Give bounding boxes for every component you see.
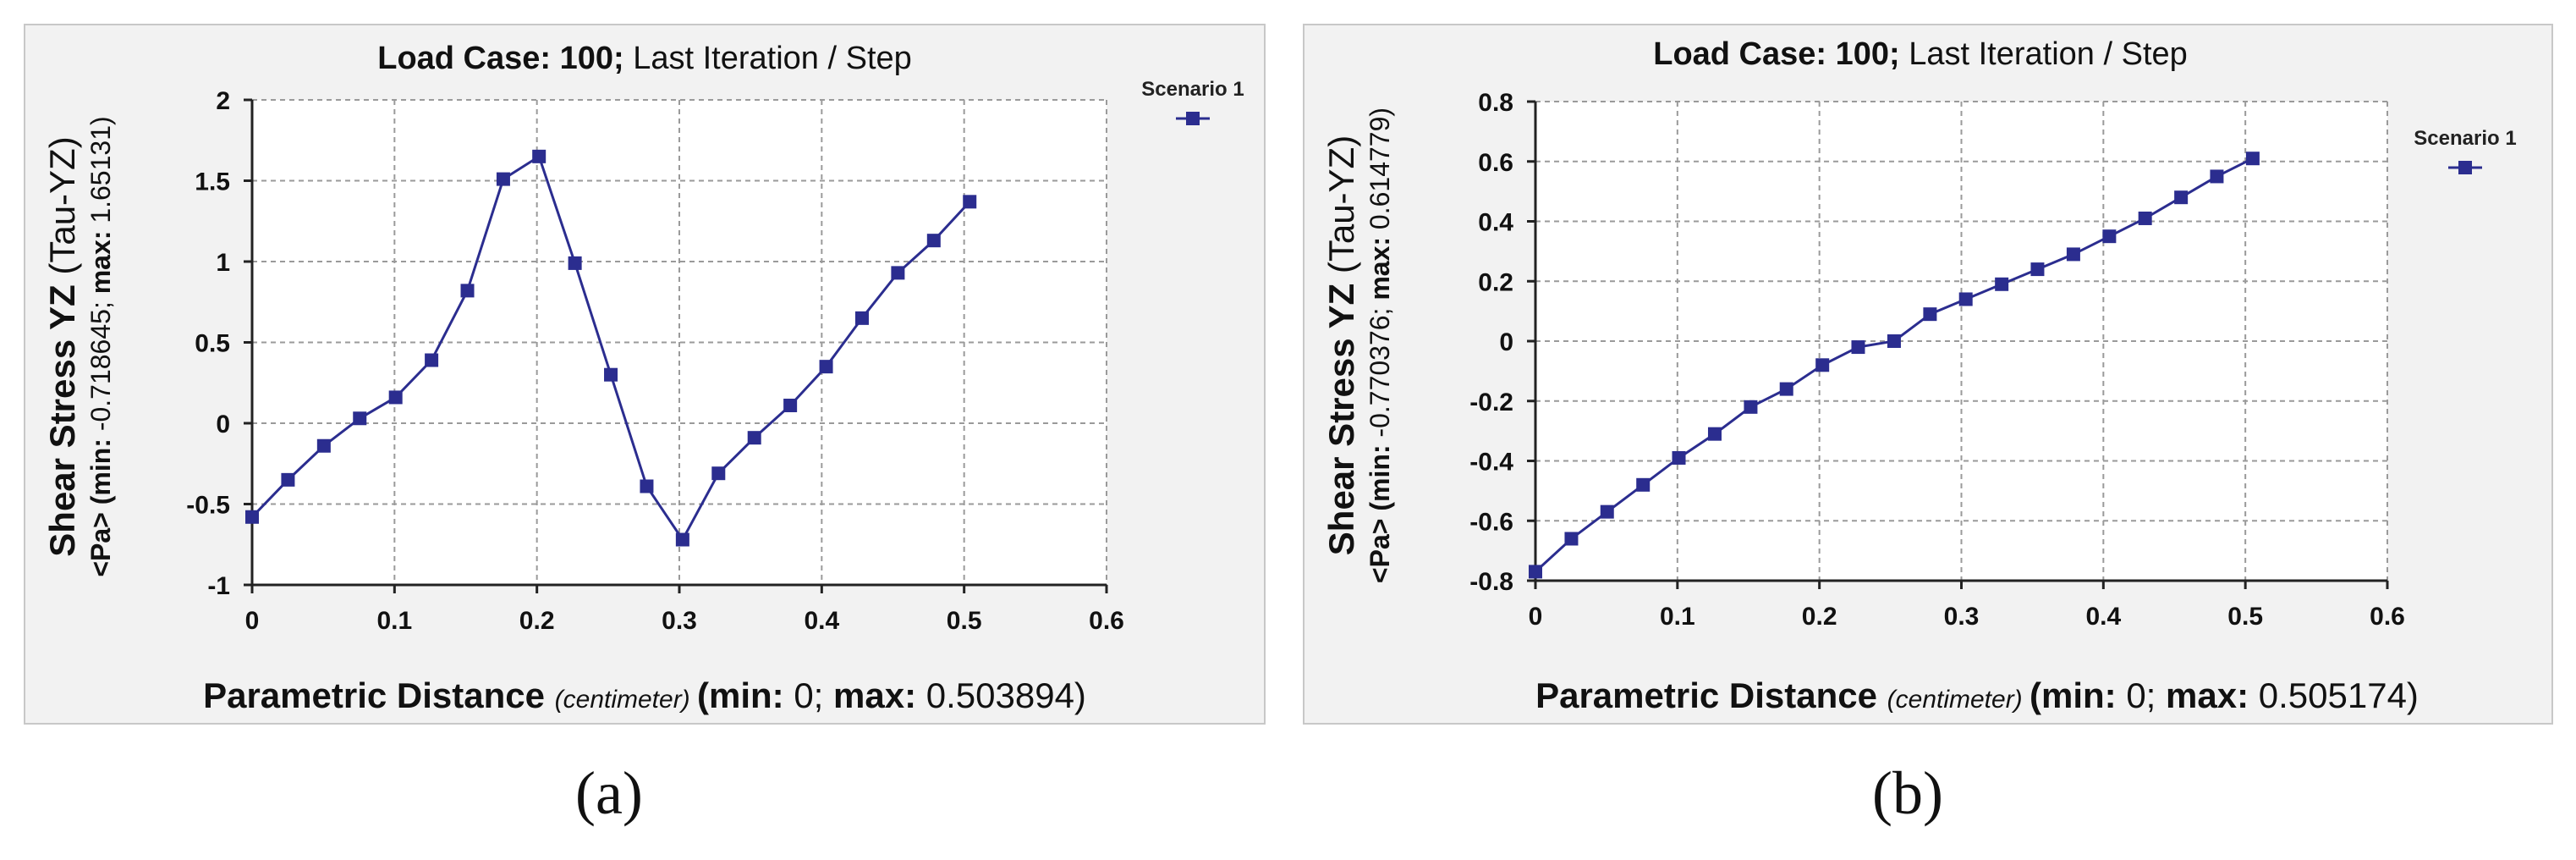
y-axis-label: Shear Stress YZ (Tau-YZ) xyxy=(42,136,82,556)
x-tick-label: 0.6 xyxy=(2370,603,2405,631)
data-point xyxy=(2174,190,2189,205)
x-tick-label: 0.6 xyxy=(1089,607,1124,635)
data-point xyxy=(1995,277,2009,291)
data-point xyxy=(1600,504,1614,519)
data-point xyxy=(1851,340,1865,355)
data-point xyxy=(1672,450,1686,465)
legend-marker xyxy=(1186,112,1200,125)
data-point xyxy=(2030,262,2045,277)
y-tick-label: -1 xyxy=(207,572,230,600)
legend-label: Scenario 1 xyxy=(1141,78,1244,101)
y-axis-sublabel: <Pa> (min: -0.770376; max: 0.614779) xyxy=(1365,108,1395,583)
data-point xyxy=(747,431,761,445)
x-tick-label: 0.5 xyxy=(947,607,982,635)
y-tick-label: 0.6 xyxy=(1478,149,1513,177)
x-tick-label: 0.2 xyxy=(519,607,555,635)
x-tick-label: 0.1 xyxy=(1660,603,1695,631)
data-point xyxy=(891,266,905,280)
data-point xyxy=(316,438,331,453)
data-point xyxy=(819,360,833,374)
data-point xyxy=(2066,247,2080,262)
caption-b: (b) xyxy=(1872,759,1943,827)
y-tick-label: 0.4 xyxy=(1478,209,1513,237)
data-point xyxy=(2102,229,2117,244)
y-tick-label: 1 xyxy=(216,249,230,277)
x-tick-label: 0.3 xyxy=(662,607,697,635)
data-point xyxy=(2245,152,2260,166)
data-point xyxy=(926,234,941,248)
data-point xyxy=(1923,307,1937,322)
data-point xyxy=(281,472,295,487)
data-point xyxy=(1887,334,1901,348)
y-tick-label: 0.2 xyxy=(1478,268,1513,296)
x-tick-label: 0.1 xyxy=(376,607,412,635)
x-tick-label: 0.2 xyxy=(1802,603,1837,631)
x-axis-label: Parametric Distance (centimeter) (min: 0… xyxy=(1535,675,2419,715)
data-point xyxy=(711,466,726,481)
data-point xyxy=(425,353,439,367)
y-tick-label: 1.5 xyxy=(195,168,230,196)
y-tick-label: 2 xyxy=(216,87,230,115)
y-tick-label: 0 xyxy=(216,411,230,438)
data-point xyxy=(2210,169,2224,184)
data-point xyxy=(1779,382,1793,396)
data-point xyxy=(1707,427,1722,441)
x-tick-label: 0.4 xyxy=(804,607,839,635)
data-point xyxy=(640,479,654,493)
y-tick-label: -0.4 xyxy=(1469,449,1513,477)
data-point xyxy=(854,311,869,325)
y-tick-label: 0.5 xyxy=(195,330,230,358)
x-tick-label: 0 xyxy=(245,607,260,635)
caption-a: (a) xyxy=(575,759,643,827)
legend-marker xyxy=(2458,161,2472,174)
data-point xyxy=(783,398,798,412)
data-point xyxy=(1744,400,1758,414)
y-tick-label: 0.8 xyxy=(1478,89,1513,117)
x-tick-label: 0 xyxy=(1529,603,1543,631)
plot-area xyxy=(1535,102,2387,581)
data-point xyxy=(496,172,510,186)
data-point xyxy=(388,390,403,405)
chart-b: 0 0.1 0.2 0.3 0.4 0.5 0.6 -0.8 -0.6 -0.4 -0.2 0 0.2 0… xyxy=(1321,36,2517,715)
data-point xyxy=(568,256,582,270)
x-tick-label: 0.3 xyxy=(1944,603,1980,631)
data-point xyxy=(963,195,977,209)
data-point xyxy=(460,284,475,298)
data-point xyxy=(532,149,547,163)
data-point xyxy=(1958,292,1973,306)
data-point xyxy=(1636,477,1651,492)
data-point xyxy=(1815,358,1830,372)
x-tick-label: 0.4 xyxy=(2085,603,2121,631)
legend-label: Scenario 1 xyxy=(2414,127,2516,150)
data-point xyxy=(353,411,367,426)
chart-title: Load Case: 100; Last Iteration / Step xyxy=(377,41,912,76)
chart-a: 0 0.1 0.2 0.3 0.4 0.5 0.6 -1 -0.5 0 0.5 1 1.5 2 Load C… xyxy=(42,41,1244,715)
data-point xyxy=(604,367,618,382)
x-axis-label: Parametric Distance (centimeter) (min: 0… xyxy=(203,675,1086,715)
y-tick-label: -0.8 xyxy=(1469,568,1513,596)
data-point xyxy=(245,510,259,524)
data-point xyxy=(675,532,689,547)
y-tick-label: -0.2 xyxy=(1469,389,1513,416)
y-axis-label: Shear Stress YZ (Tau-YZ) xyxy=(1321,135,1361,555)
data-point xyxy=(1564,532,1579,546)
x-tick-label: 0.5 xyxy=(2227,603,2263,631)
y-tick-label: -0.6 xyxy=(1469,508,1513,536)
y-tick-label: 0 xyxy=(1499,328,1513,356)
y-axis-sublabel: <Pa> (min: -0.718645; max: 1.65131) xyxy=(85,116,116,576)
y-tick-label: -0.5 xyxy=(186,492,230,520)
chart-title: Load Case: 100; Last Iteration / Step xyxy=(1653,36,2188,72)
data-point xyxy=(1529,565,1542,579)
data-point xyxy=(2138,211,2152,225)
